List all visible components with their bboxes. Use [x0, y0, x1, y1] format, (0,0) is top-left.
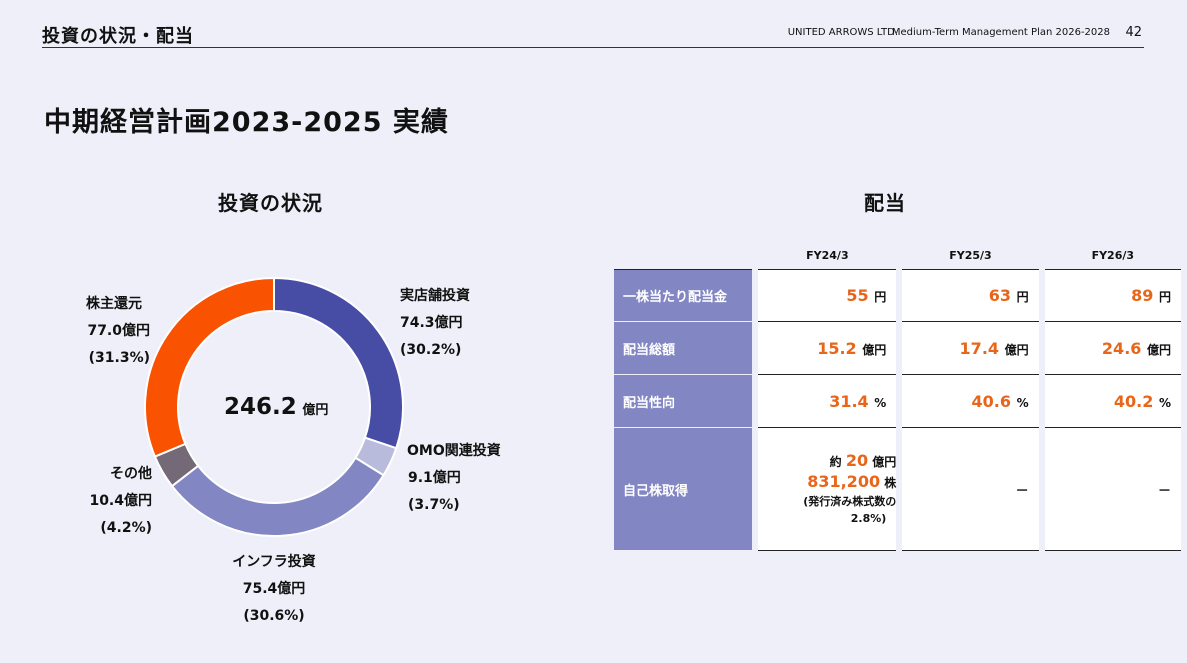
label-pct: (30.6%) [243, 608, 305, 624]
buyback-cell: 約 20 億円 831,200 株 (発行済み株式数の 2.8%) [758, 428, 897, 551]
dividend-table: FY24/3 FY25/3 FY26/3 一株当たり配当金 55 円 63 円 … [608, 243, 1187, 551]
buyback-amount: 約 20 億円 [758, 451, 897, 472]
page-title: 中期経営計画2023-2025 実績 [44, 107, 449, 138]
cell-number: 55 [846, 286, 869, 305]
buyback-shares-unit: 株 [884, 476, 897, 490]
cell-number: 31.4 [829, 391, 869, 411]
label-name: 実店舗投資 [400, 288, 470, 304]
table-cell: 63 円 [902, 269, 1039, 322]
label-pct: (30.2%) [400, 342, 462, 358]
table-row: 配当総額 15.2 億円 17.4 億円 24.6 億円 [614, 322, 1181, 375]
table-row: 一株当たり配当金 55 円 63 円 89 円 [614, 269, 1181, 322]
label-name: インフラ投資 [232, 554, 316, 570]
column-header: FY25/3 [949, 248, 992, 262]
cell-number: 89 [1131, 286, 1154, 305]
buyback-prefix: 約 [829, 455, 842, 469]
table-cell: 17.4 億円 [902, 322, 1039, 375]
label-name: 株主還元 [86, 296, 142, 312]
section-title: 投資の状況・配当 [42, 26, 194, 47]
slice-store-investment [273, 276, 404, 450]
page-number: 42 [1125, 25, 1142, 40]
label-omo-investment: OMO関連投資 9.1億円 (3.7%) [407, 438, 501, 519]
label-value: 75.4億円 [242, 581, 306, 597]
cell-unit: % [874, 395, 887, 410]
table-cell: 31.4 % [758, 375, 897, 428]
buyback-amount-unit: 億円 [872, 455, 897, 469]
cell-unit: 円 [1158, 290, 1171, 304]
table-cell: 55 円 [758, 269, 897, 322]
label-pct: (4.2%) [100, 520, 152, 536]
column-header: FY24/3 [806, 248, 849, 262]
label-store-investment: 実店舗投資 74.3億円 (30.2%) [400, 283, 470, 364]
row-header: 一株当たり配当金 [614, 269, 753, 322]
empty-cell-dash: － [902, 428, 1039, 551]
cell-unit: % [1158, 395, 1171, 410]
label-pct: (3.7%) [408, 497, 460, 513]
row-header: 配当総額 [614, 322, 753, 375]
label-infra-investment: インフラ投資 75.4億円 (30.6%) [214, 549, 334, 630]
table-header-row: FY24/3 FY25/3 FY26/3 [614, 243, 1181, 269]
page-header: 投資の状況・配当 UNITED ARROWS LTD. Medium-Term … [42, 18, 1144, 48]
table-row: 配当性向 31.4 % 40.6 % 40.2 % [614, 375, 1181, 428]
cell-unit: 円 [874, 290, 887, 304]
plan-name: Medium-Term Management Plan 2026-2028 [891, 27, 1110, 38]
label-value: 10.4億円 [89, 493, 152, 509]
label-value: 74.3億円 [400, 315, 463, 331]
table-corner [614, 243, 752, 269]
cell-unit: 円 [1016, 290, 1029, 304]
buyback-shares-number: 831,200 [807, 472, 881, 491]
cell-unit: 億円 [1004, 342, 1029, 357]
label-shareholder-return: 株主還元 77.0億円 (31.3%) [60, 291, 150, 372]
cell-number: 24.6 [1101, 338, 1142, 358]
buyback-amount-number: 20 [845, 451, 869, 470]
total-value: 246.2 [224, 394, 297, 420]
dividend-title: 配当 [864, 191, 906, 215]
empty-cell-dash: － [1044, 428, 1181, 551]
label-name: OMO関連投資 [407, 443, 501, 459]
cell-unit: 億円 [862, 342, 887, 357]
cell-number: 40.2 [1113, 391, 1154, 411]
row-header: 配当性向 [614, 375, 753, 428]
buyback-note-line2: 2.8%) [850, 512, 887, 525]
row-header: 自己株取得 [614, 428, 753, 551]
table-cell: 15.2 億円 [758, 322, 897, 375]
slice-infra-investment [170, 456, 385, 537]
cell-number: 17.4 [959, 338, 1000, 358]
investment-title: 投資の状況 [218, 191, 323, 215]
table-cell: 40.2 % [1044, 375, 1181, 428]
label-pct: (31.3%) [88, 350, 150, 366]
total-unit: 億円 [302, 403, 329, 418]
cell-number: 63 [988, 286, 1012, 305]
label-value: 9.1億円 [408, 470, 461, 486]
table-cell: 40.6 % [902, 375, 1039, 428]
column-header: FY26/3 [1091, 248, 1135, 262]
label-other: その他 10.4億円 (4.2%) [62, 461, 162, 542]
cell-number: 15.2 [817, 338, 857, 358]
donut-center-total: 246.2 億円 [224, 394, 328, 420]
label-value: 77.0億円 [87, 323, 150, 339]
table-cell: 24.6 億円 [1044, 322, 1181, 375]
company-name: UNITED ARROWS LTD. [787, 27, 898, 38]
buyback-shares: 831,200 株 [758, 472, 896, 493]
table-cell: 89 円 [1044, 269, 1181, 322]
label-name: その他 [110, 466, 152, 482]
cell-unit: 億円 [1146, 342, 1171, 357]
cell-number: 40.6 [971, 391, 1012, 411]
cell-unit: % [1016, 395, 1029, 410]
slice-shareholder-return [144, 276, 275, 458]
table-row: 自己株取得 約 20 億円 831,200 株 (発行済み株式数の 2.8%) … [614, 428, 1181, 551]
buyback-note-line1: (発行済み株式数の [803, 495, 897, 508]
